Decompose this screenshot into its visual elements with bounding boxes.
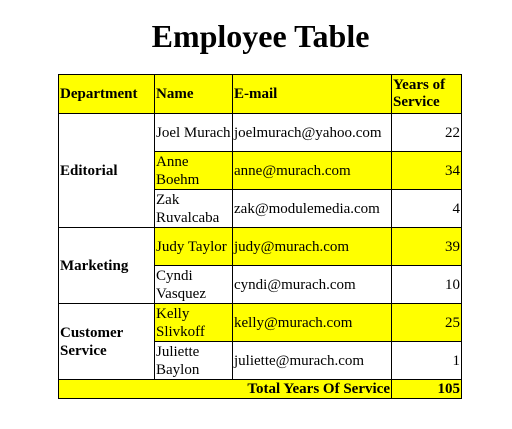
name-cell: Anne Boehm xyxy=(154,151,233,190)
name-cell: Cyndi Vasquez xyxy=(154,265,233,304)
header-name: Name xyxy=(154,74,233,114)
table-row: Zak Ruvalcaba zak@modulemedia.com 4 xyxy=(59,189,462,228)
years-cell: 10 xyxy=(391,265,462,304)
table-header-row: Department Name E-mail Years of Service xyxy=(58,74,462,114)
email-cell: judy@murach.com xyxy=(232,227,392,266)
email-cell: joelmurach@yahoo.com xyxy=(232,113,392,152)
table-row: Editorial Joel Murach joelmurach@yahoo.c… xyxy=(58,113,462,228)
employee-table: Department Name E-mail Years of Service … xyxy=(58,74,462,399)
department-cell-customer-service: Customer Service xyxy=(58,303,155,380)
table-row: Cyndi Vasquez cyndi@murach.com 10 xyxy=(59,265,462,304)
department-cell-editorial: Editorial xyxy=(58,113,155,228)
email-cell: zak@modulemedia.com xyxy=(232,189,392,228)
table-footer-row: Total Years Of Service 105 xyxy=(58,379,462,399)
email-cell: kelly@murach.com xyxy=(232,303,392,342)
table-row: Juliette Baylon juliette@murach.com 1 xyxy=(59,341,462,380)
table-row: Customer Service Kelly Slivkoff kelly@mu… xyxy=(58,303,462,380)
years-cell: 1 xyxy=(391,341,462,380)
years-cell: 22 xyxy=(391,113,462,152)
table-row: Anne Boehm anne@murach.com 34 xyxy=(58,151,462,190)
name-cell: Joel Murach xyxy=(154,113,233,152)
email-cell: anne@murach.com xyxy=(232,151,392,190)
total-value: 105 xyxy=(391,379,462,399)
department-cell-marketing: Marketing xyxy=(58,227,155,304)
total-label: Total Years Of Service xyxy=(58,379,392,399)
page-title: Employee Table xyxy=(151,18,370,54)
years-cell: 25 xyxy=(391,303,462,342)
table-row: Marketing Judy Taylor judy@murach.com 39 xyxy=(58,227,462,304)
header-years: Years of Service xyxy=(391,74,462,114)
years-cell: 34 xyxy=(391,151,462,190)
email-cell: juliette@murach.com xyxy=(232,341,392,380)
years-cell: 4 xyxy=(391,189,462,228)
name-cell: Zak Ruvalcaba xyxy=(154,189,233,228)
name-cell: Judy Taylor xyxy=(154,227,233,266)
email-cell: cyndi@murach.com xyxy=(232,265,392,304)
header-department: Department xyxy=(58,74,155,114)
name-cell: Juliette Baylon xyxy=(154,341,233,380)
name-cell: Kelly Slivkoff xyxy=(154,303,233,342)
years-cell: 39 xyxy=(391,227,462,266)
header-email: E-mail xyxy=(232,74,392,114)
